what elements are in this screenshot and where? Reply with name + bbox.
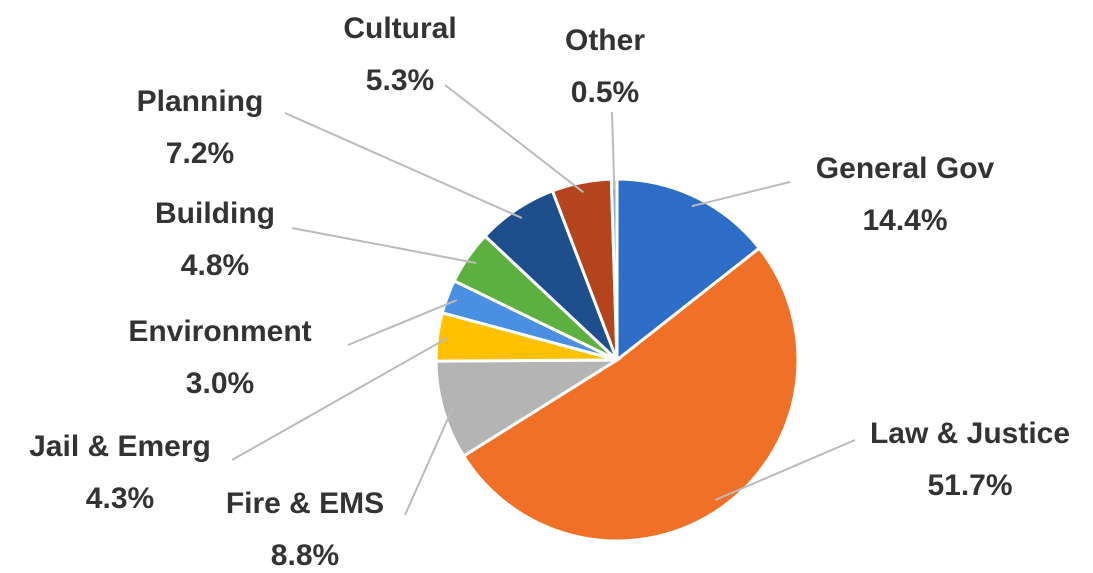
value-label: 4.3% <box>86 482 154 515</box>
leader-line <box>611 111 616 190</box>
leader-line <box>691 181 791 208</box>
pie-slice <box>615 177 762 364</box>
category-label: Planning <box>137 85 264 118</box>
leader-line <box>444 84 584 194</box>
category-label: Fire & EMS <box>226 487 384 520</box>
category-label: Building <box>155 197 275 230</box>
category-label: Environment <box>128 315 311 348</box>
category-label: Other <box>565 24 645 57</box>
leader-line <box>347 299 458 346</box>
value-label: 14.4% <box>862 204 947 237</box>
leader-line <box>231 337 448 461</box>
value-label: 0.5% <box>571 76 639 109</box>
pie-slice <box>434 358 623 459</box>
value-label: 51.7% <box>927 469 1012 502</box>
leader-line <box>284 112 523 219</box>
category-label: Jail & Emerg <box>29 430 211 463</box>
category-label: Cultural <box>343 12 456 45</box>
leader-line <box>714 439 856 501</box>
category-label: General Gov <box>816 152 995 185</box>
value-label: 4.8% <box>181 249 249 282</box>
category-label: Law & Justice <box>870 417 1070 450</box>
value-label: 3.0% <box>186 367 254 400</box>
leader-line <box>404 407 454 516</box>
pie-slice <box>461 246 800 543</box>
value-label: 8.8% <box>271 539 339 572</box>
value-label: 5.3% <box>366 64 434 97</box>
leader-line <box>291 227 477 264</box>
value-label: 7.2% <box>166 137 234 170</box>
